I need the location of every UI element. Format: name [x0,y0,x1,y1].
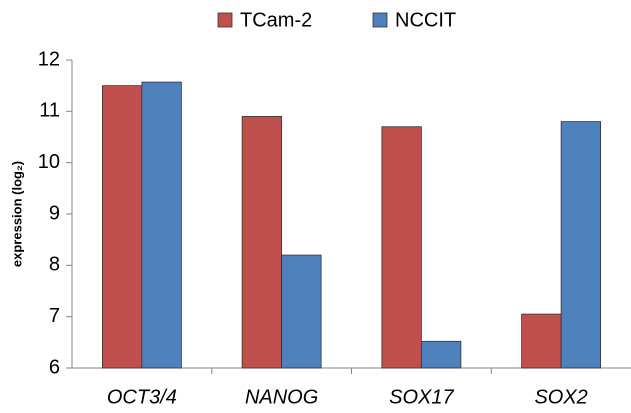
bar [141,81,182,369]
y-tick-label: 10 [38,151,60,173]
legend-swatch [217,12,233,28]
x-tick-label: SOX2 [534,386,587,408]
y-tick-label: 7 [49,305,60,327]
y-tick-label: 6 [49,356,60,378]
bar [101,85,143,369]
x-tick-label: NANOG [245,386,318,408]
y-tick-label: 8 [49,254,60,276]
y-axis-label: expression (log₂) [9,161,24,267]
y-tick-label: 11 [39,100,60,122]
legend-label: NCCIT [395,9,456,31]
bar [381,126,422,369]
y-tick-label: 9 [49,202,60,224]
legend-label: TCam-2 [240,9,312,31]
bar [281,254,322,369]
legend-swatch [372,12,388,28]
x-tick-label: SOX17 [389,386,454,408]
x-tick-label: OCT3/4 [107,386,177,408]
bar [420,340,462,369]
y-tick-label: 12 [38,48,60,70]
bar [521,313,562,369]
bar [241,116,283,369]
bar [560,121,602,369]
